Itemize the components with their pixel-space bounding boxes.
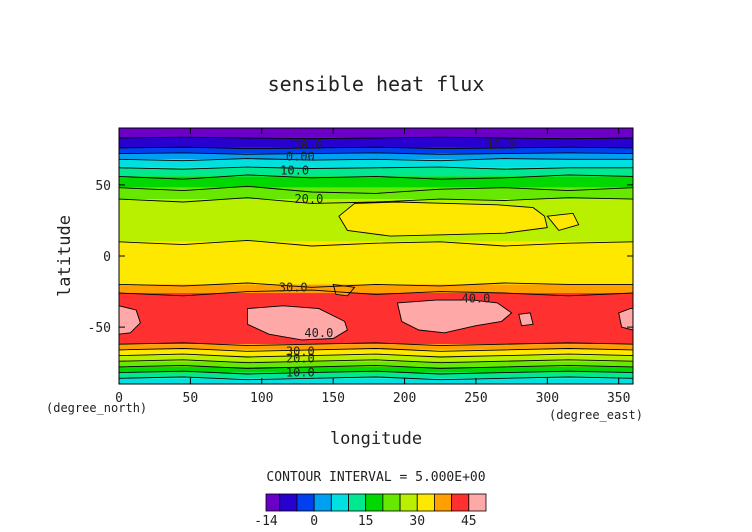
chart-title: sensible heat flux <box>268 72 485 96</box>
x-tick-label: 300 <box>536 391 559 406</box>
y-tick-label: -50 <box>88 321 111 336</box>
contour-line <box>119 166 633 170</box>
heatmap-band <box>119 344 633 350</box>
heatmap-band <box>119 378 633 384</box>
colorbar-cell <box>265 493 281 512</box>
heatmap-band <box>119 147 633 154</box>
heatmap-band <box>119 284 633 293</box>
colorbar-tick-label: -14 <box>254 514 278 529</box>
contour-label: 20.0 <box>286 351 315 365</box>
contour-line <box>119 289 633 297</box>
contour-line <box>119 359 633 364</box>
heatmap-band <box>119 292 633 345</box>
heatmap-patch <box>546 212 580 231</box>
contour-line <box>119 282 633 288</box>
contour-label: 20.0 <box>294 192 323 206</box>
contour-labels: -10.0 -10.00.0010.020.030.040.040.030.020… <box>279 138 516 380</box>
heatmap-patches <box>119 201 633 341</box>
colorbar-cell <box>313 493 332 512</box>
contour-line <box>119 146 633 150</box>
contour-line <box>119 347 633 352</box>
heatmap-band <box>119 355 633 362</box>
colorbar-cell <box>468 493 487 512</box>
heatmap-band <box>119 159 633 168</box>
colorbar-tick-label: 15 <box>358 514 374 529</box>
heatmap-band <box>119 176 633 188</box>
contour-label: 0.00 <box>286 149 315 163</box>
colorbar-cell <box>451 493 470 512</box>
contour-lines <box>119 136 633 381</box>
contour-line <box>119 158 633 162</box>
contour-label: 30.0 <box>279 280 308 294</box>
heatmap-patch <box>396 299 513 334</box>
x-tick-label: 150 <box>321 391 344 406</box>
colorbar <box>265 493 487 512</box>
contour-label: -10.0 <box>479 138 515 152</box>
heatmap-patch <box>247 305 348 341</box>
x-tick-label: 350 <box>607 391 630 406</box>
colorbar-tick-label: 30 <box>409 514 425 529</box>
heatmap-patch <box>338 201 548 237</box>
heatmap-band <box>119 349 633 356</box>
y-unit-label: (degree_north) <box>46 401 147 415</box>
colorbar-tick-label: 0 <box>310 514 318 529</box>
y-axis-label: latitude <box>55 215 75 297</box>
contour-line <box>119 365 633 369</box>
x-tick-label: 100 <box>250 391 273 406</box>
y-tick-label: 0 <box>103 250 111 265</box>
heatmap-patch <box>518 312 534 327</box>
y-axis: 50 0 -50 <box>88 179 633 336</box>
contour-line <box>119 370 633 375</box>
heatmap-band <box>119 366 633 373</box>
colorbar-cell <box>434 493 453 512</box>
heatmap-band <box>119 241 633 285</box>
colorbar-cell <box>348 493 367 512</box>
contour-line <box>119 185 633 194</box>
x-tick-label: 50 <box>183 391 199 406</box>
x-unit-label: (degree_east) <box>549 408 643 422</box>
heatmap-band <box>119 128 633 138</box>
heatmap-band <box>119 361 633 367</box>
colorbar-cell <box>330 493 349 512</box>
contour-line <box>119 239 633 247</box>
colorbar-ticks: -14 0 15 30 45 <box>254 514 476 529</box>
contour-label: 10.0 <box>286 366 315 380</box>
contour-label: -10.0 <box>287 138 323 152</box>
plot-area: -10.0 -10.00.0010.020.030.040.040.030.020… <box>119 128 633 384</box>
colorbar-tick-label: 45 <box>461 514 477 529</box>
x-axis-label: longitude <box>330 429 422 449</box>
colorbar-cell <box>399 493 418 512</box>
heatmap-bands <box>119 128 633 384</box>
contour-line <box>119 136 633 140</box>
colorbar-cell <box>382 493 401 512</box>
heatmap-band <box>119 137 633 148</box>
contour-label: 40.0 <box>461 292 490 306</box>
x-tick-label: 250 <box>464 391 487 406</box>
colorbar-cell <box>296 493 315 512</box>
heatmap-band <box>119 167 633 177</box>
heatmap-band <box>119 372 633 379</box>
x-tick-label: 0 <box>115 391 123 406</box>
contour-line <box>119 353 633 358</box>
contour-label: 10.0 <box>280 164 309 178</box>
heatmap-band <box>119 153 633 160</box>
contour-interval-text: CONTOUR INTERVAL = 5.000E+00 <box>266 470 485 485</box>
colorbar-cell <box>365 493 384 512</box>
colorbar-cell <box>279 493 298 512</box>
x-tick-label: 200 <box>393 391 416 406</box>
contour-label: 30.0 <box>286 344 315 358</box>
contour-line <box>119 376 633 381</box>
contour-line <box>119 152 633 155</box>
contour-line <box>119 342 633 347</box>
colorbar-cell <box>416 493 435 512</box>
x-axis: 0 50 100 150 200 250 300 350 <box>115 128 630 406</box>
contour-label: 40.0 <box>304 326 333 340</box>
contour-line <box>119 174 633 180</box>
heatmap-patch <box>618 308 633 331</box>
contour-line <box>119 197 633 204</box>
y-tick-label: 50 <box>95 179 111 194</box>
